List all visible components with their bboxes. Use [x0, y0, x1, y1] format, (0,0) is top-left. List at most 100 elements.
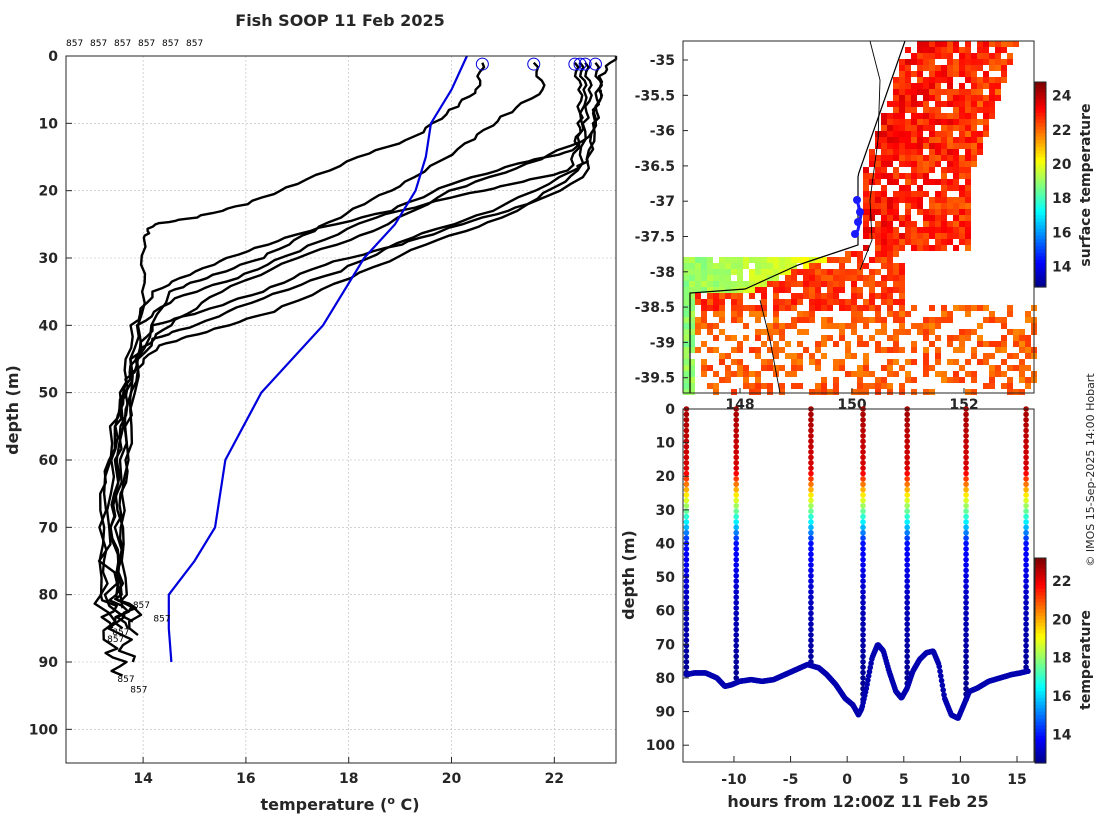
- sst-cell: [995, 59, 1001, 65]
- section-y-tick-label: 90: [656, 705, 676, 721]
- sst-cell: [827, 275, 833, 281]
- sst-cell: [875, 383, 881, 389]
- section-dot: [733, 578, 740, 584]
- sst-cell: [755, 257, 761, 263]
- map-y-tick-label: -37.5: [635, 230, 675, 246]
- sst-cell: [965, 227, 971, 233]
- sst-cell: [815, 305, 821, 311]
- colorbar-segment: [1035, 588, 1046, 593]
- map-y-tick-label: -35.5: [635, 88, 675, 104]
- sst-cell: [869, 209, 875, 215]
- section-bottom-dot: [864, 681, 870, 688]
- sst-cell: [935, 95, 941, 101]
- colorbar-segment: [1035, 133, 1046, 138]
- colorbar-segment: [1035, 280, 1046, 285]
- sst-cell: [713, 269, 719, 275]
- sst-cell: [839, 299, 845, 305]
- sst-cell: [815, 299, 821, 305]
- sst-cell: [809, 293, 815, 299]
- sst-cell: [779, 281, 785, 287]
- colorbar-segment: [1035, 170, 1046, 175]
- sst-cell: [875, 227, 881, 233]
- section-y-tick-label: 20: [656, 469, 676, 485]
- sst-cell: [1019, 377, 1025, 383]
- sst-cell: [923, 95, 929, 101]
- colorbar-segment: [1035, 228, 1046, 233]
- sst-cell: [791, 281, 797, 287]
- chart-title: Fish SOOP 11 Feb 2025: [235, 11, 444, 30]
- section-dot: [683, 476, 690, 482]
- sst-cell: [929, 77, 935, 83]
- sst-cell: [965, 371, 971, 377]
- sst-cell: [941, 239, 947, 245]
- sst-cell: [755, 269, 761, 275]
- sst-cell: [725, 365, 731, 371]
- sst-cell: [983, 59, 989, 65]
- sst-cell: [875, 239, 881, 245]
- section-dot: [733, 567, 740, 574]
- section-dot: [860, 443, 866, 450]
- sst-cell: [887, 143, 893, 149]
- section-dot: [683, 589, 690, 595]
- section-dot: [860, 578, 866, 584]
- sst-cell: [917, 197, 923, 203]
- sst-cell: [773, 341, 779, 347]
- sst-cell: [695, 263, 701, 269]
- sst-cell: [971, 59, 977, 65]
- sst-cell: [923, 119, 929, 125]
- sst-cell: [899, 365, 905, 371]
- sst-cell: [917, 89, 923, 95]
- sst-cell: [929, 317, 935, 323]
- sst-cell: [719, 329, 725, 335]
- sst-cell: [899, 143, 905, 149]
- sst-cell: [917, 245, 923, 251]
- sst-cell: [701, 323, 707, 329]
- section-dot: [904, 492, 910, 498]
- sst-cell: [959, 221, 965, 227]
- sst-cell: [761, 305, 767, 311]
- sst-cell: [725, 263, 731, 269]
- sst-cell: [821, 323, 827, 329]
- sst-cell: [791, 371, 797, 377]
- sst-cell: [989, 383, 995, 389]
- sst-cell: [701, 287, 707, 293]
- sst-cell: [887, 173, 893, 179]
- sst-cell: [995, 365, 1001, 371]
- section-dot: [733, 546, 740, 552]
- sst-cell: [995, 89, 1001, 95]
- sst-cell: [713, 311, 719, 317]
- sst-cell: [947, 227, 953, 233]
- sst-cell: [707, 293, 713, 299]
- section-dot: [860, 621, 866, 627]
- sst-cell: [767, 263, 773, 269]
- sst-cell: [929, 71, 935, 77]
- section-dot: [1023, 481, 1029, 488]
- colorbar-segment: [1035, 715, 1046, 720]
- section-dot: [963, 664, 969, 670]
- sst-cell: [869, 191, 875, 197]
- colorbar-segment: [1035, 629, 1046, 634]
- sst-cell: [719, 293, 725, 299]
- colorbar-segment: [1035, 626, 1046, 631]
- sst-cell: [911, 341, 917, 347]
- sst-cell: [827, 335, 833, 341]
- sst-cell: [923, 215, 929, 221]
- section-dot: [904, 594, 910, 601]
- colorbar-segment: [1035, 123, 1046, 128]
- colorbar-segment: [1035, 735, 1046, 740]
- sst-cell: [809, 311, 815, 317]
- sst-cell: [743, 377, 749, 383]
- sst-cell: [911, 101, 917, 107]
- map-colorbar-label: surface temperature: [1078, 103, 1094, 266]
- sst-cell: [989, 65, 995, 71]
- sst-cell: [941, 77, 947, 83]
- colorbar-segment: [1035, 208, 1046, 213]
- section-dot: [733, 438, 740, 445]
- sst-cell: [881, 383, 887, 389]
- sst-cell: [911, 89, 917, 95]
- section-dot: [733, 486, 740, 493]
- section-dot: [683, 637, 690, 644]
- colorbar-tick-label: 22: [1052, 123, 1071, 139]
- section-dot: [808, 626, 814, 633]
- sst-cell: [689, 317, 695, 323]
